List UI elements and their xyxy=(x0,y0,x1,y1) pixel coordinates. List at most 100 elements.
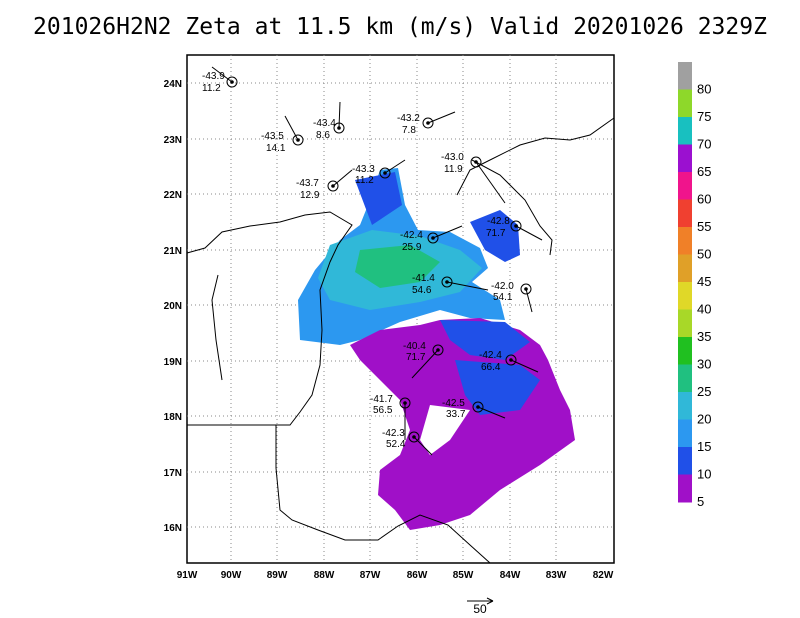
colorbar-segment xyxy=(678,89,692,118)
station-speed: 33.7 xyxy=(446,409,466,420)
station-marker xyxy=(470,156,506,204)
station-speed: 7.8 xyxy=(402,125,416,136)
colorbar-label: 50 xyxy=(697,247,711,262)
colorbar-label: 70 xyxy=(697,137,711,152)
station-pressure: -43.4 xyxy=(313,118,336,129)
stations: -43.9 11.2 -43.4 8.6 -43.2 7.8 -43.5 14.… xyxy=(202,66,543,456)
colorbar-label: 5 xyxy=(697,494,704,509)
map-title: 201026H2N2 Zeta at 11.5 km (m/s) Valid 2… xyxy=(33,14,767,40)
station-pressure: -43.3 xyxy=(352,164,375,175)
colorbar-segment xyxy=(678,337,692,365)
station-speed: 11.9 xyxy=(444,164,463,175)
colorbar-segment xyxy=(678,364,692,393)
station-pressure: -42.4 xyxy=(479,350,502,361)
colorbar-label: 65 xyxy=(697,164,711,179)
lat-tick-label: 16N xyxy=(164,523,182,534)
lat-tick-label: 23N xyxy=(164,135,182,146)
lon-tick-label: 85W xyxy=(453,570,474,581)
station-pressure: -43.0 xyxy=(441,152,464,163)
colorbar-segment xyxy=(678,144,692,173)
station-speed: 66.4 xyxy=(481,362,501,373)
colorbar-label: 40 xyxy=(697,302,711,317)
colorbar-label: 15 xyxy=(697,439,711,454)
station-speed: 71.7 xyxy=(486,228,506,239)
colorbar-label: 60 xyxy=(697,192,711,207)
colorbar-label: 45 xyxy=(697,274,711,289)
colorbar-segment xyxy=(678,392,692,420)
colorbar-segment xyxy=(678,447,692,475)
station-marker xyxy=(284,115,304,146)
lon-tick-label: 90W xyxy=(221,570,242,581)
lon-tick-label: 82W xyxy=(593,570,614,581)
station-pressure: -40.4 xyxy=(403,341,426,352)
lat-tick-label: 22N xyxy=(164,190,182,201)
station-marker xyxy=(379,159,406,179)
colorbar-label: 80 xyxy=(697,82,711,97)
colorbar-label: 20 xyxy=(697,412,711,427)
lat-tick-label: 21N xyxy=(164,246,182,257)
station-pressure: -42.0 xyxy=(491,281,514,292)
lat-tick-label: 17N xyxy=(164,468,182,479)
lon-tick-label: 91W xyxy=(177,570,198,581)
station-pressure: -42.3 xyxy=(382,428,405,439)
lat-tick-label: 24N xyxy=(164,79,182,90)
colorbar-label: 25 xyxy=(697,384,711,399)
colorbar-segment xyxy=(678,474,692,503)
colorbar-segment xyxy=(678,62,692,90)
reference-vector xyxy=(467,597,494,605)
station-speed: 52.4 xyxy=(386,439,406,450)
station-speed: 12.9 xyxy=(300,190,320,201)
colorbar-segment xyxy=(678,117,692,145)
station-marker xyxy=(441,276,489,291)
colorbar: 80 75 70 65 60 55 50 45 40 35 30 25 20 15 10 5 xyxy=(678,62,711,509)
station-speed: 56.5 xyxy=(373,405,393,416)
colorbar-segment xyxy=(678,254,692,283)
lon-tick-label: 84W xyxy=(500,570,521,581)
reference-vector-label: 50 xyxy=(473,602,487,616)
station-marker xyxy=(427,225,463,244)
station-marker xyxy=(399,397,411,440)
station-speed: 54.1 xyxy=(493,292,513,303)
station-pressure: -41.7 xyxy=(370,394,393,405)
station-pressure: -41.4 xyxy=(412,273,435,284)
lon-tick-label: 86W xyxy=(407,570,428,581)
station-speed: 54.6 xyxy=(412,285,432,296)
coastlines xyxy=(186,117,615,564)
colorbar-label: 35 xyxy=(697,329,711,344)
colorbar-segment xyxy=(678,227,692,255)
station-pressure: -42.8 xyxy=(487,216,510,227)
lon-tick-label: 89W xyxy=(267,570,288,581)
station-marker xyxy=(472,401,506,419)
lon-tick-label: 88W xyxy=(314,570,335,581)
station-marker xyxy=(520,283,533,313)
station-speed: 11.2 xyxy=(202,83,221,94)
colorbar-label: 30 xyxy=(697,357,711,372)
lon-tick-label: 87W xyxy=(360,570,381,581)
lat-tick-label: 19N xyxy=(164,357,182,368)
lon-tick-label: 83W xyxy=(546,570,567,581)
station-pressure: -43.2 xyxy=(397,113,420,124)
station-marker xyxy=(422,111,456,129)
station-marker xyxy=(510,220,543,241)
colorbar-segment xyxy=(678,309,692,338)
colorbar-segment xyxy=(678,199,692,228)
gridlines xyxy=(187,55,614,563)
colorbar-label: 55 xyxy=(697,219,711,234)
station-marker xyxy=(333,101,345,134)
station-speed: 14.1 xyxy=(266,143,286,154)
station-speed: 8.6 xyxy=(316,130,330,141)
station-speed: 11.2 xyxy=(355,175,374,186)
station-pressure: -43.7 xyxy=(296,178,319,189)
colorbar-segment xyxy=(678,282,692,310)
station-marker xyxy=(408,431,433,456)
colorbar-segment xyxy=(678,172,692,200)
colorbar-segment xyxy=(678,419,692,448)
station-speed: 25.9 xyxy=(402,242,422,253)
lat-tick-label: 18N xyxy=(164,412,182,423)
station-pressure: -43.9 xyxy=(202,71,225,82)
wind-field xyxy=(298,168,575,530)
station-speed: 71.7 xyxy=(406,352,426,363)
station-pressure: -42.5 xyxy=(442,398,465,409)
lat-tick-label: 20N xyxy=(164,301,182,312)
